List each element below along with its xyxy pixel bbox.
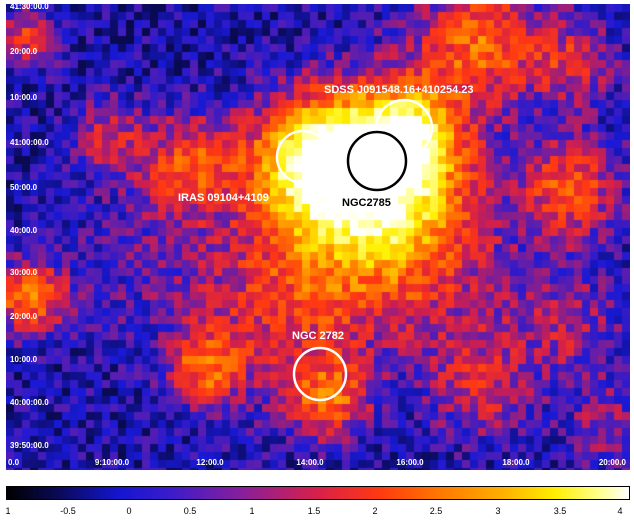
xray-count-map [6, 4, 630, 470]
dec-tick: 41:30:00.0 [10, 4, 49, 11]
source-region-overlay [275, 98, 434, 402]
colorbar-tick: 0 [126, 506, 132, 516]
dec-tick: 41:00:00.0 [10, 138, 49, 147]
ra-tick: 16:00.0 [396, 458, 424, 467]
ra-tick: 0.0 [8, 458, 20, 467]
colorbar-tick: 1 [5, 506, 11, 516]
colorbar-tick: 4 [617, 506, 623, 516]
dec-tick: 10:00.0 [10, 93, 38, 102]
ra-tick: 20:00.0 [598, 458, 626, 467]
label-ngc2782: NGC 2782 [292, 330, 344, 342]
colorbar-tick: -0.5 [60, 506, 76, 516]
colorbar-tick: 2.5 [429, 506, 443, 516]
ra-tick: 12:00.0 [196, 458, 224, 467]
sky-image: SDSS J091548.16+410254.23 IRAS 09104+410… [6, 4, 630, 470]
dec-tick: 50:00.0 [10, 183, 38, 192]
colorbar-tick: 3.5 [553, 506, 567, 516]
label-iras: IRAS 09104+4109 [178, 192, 269, 204]
colorbar-gradient [6, 486, 630, 500]
colorbar-tick: 2 [372, 506, 378, 516]
colorbar [6, 486, 630, 500]
dec-tick: 10:00.0 [10, 355, 38, 364]
colorbar-tick: 1 [249, 506, 255, 516]
dec-tick: 40:00.0 [10, 226, 38, 235]
colorbar-tick: 1.5 [307, 506, 321, 516]
colorbar-tick: 0.5 [183, 506, 197, 516]
ra-tick: 14:00.0 [296, 458, 324, 467]
region-sdss-ring[interactable] [374, 98, 434, 158]
ra-tick: 9:10:00.0 [94, 458, 130, 467]
region-ngc2785-ring[interactable] [346, 130, 408, 192]
dec-tick: 30:00.0 [10, 268, 38, 277]
region-ngc2782-ring[interactable] [292, 346, 348, 402]
dec-tick: 20:00.0 [10, 47, 38, 56]
label-sdss: SDSS J091548.16+410254.23 [324, 84, 474, 96]
label-ngc2785: NGC2785 [342, 197, 391, 209]
dec-tick: 20:00.0 [10, 312, 38, 321]
colorbar-tick: 3 [495, 506, 501, 516]
dec-tick: 40:00:00.0 [10, 398, 49, 407]
ra-tick: 18:00.0 [502, 458, 530, 467]
region-iras-ring[interactable] [275, 129, 331, 185]
dec-tick: 39:50:00.0 [10, 441, 49, 450]
